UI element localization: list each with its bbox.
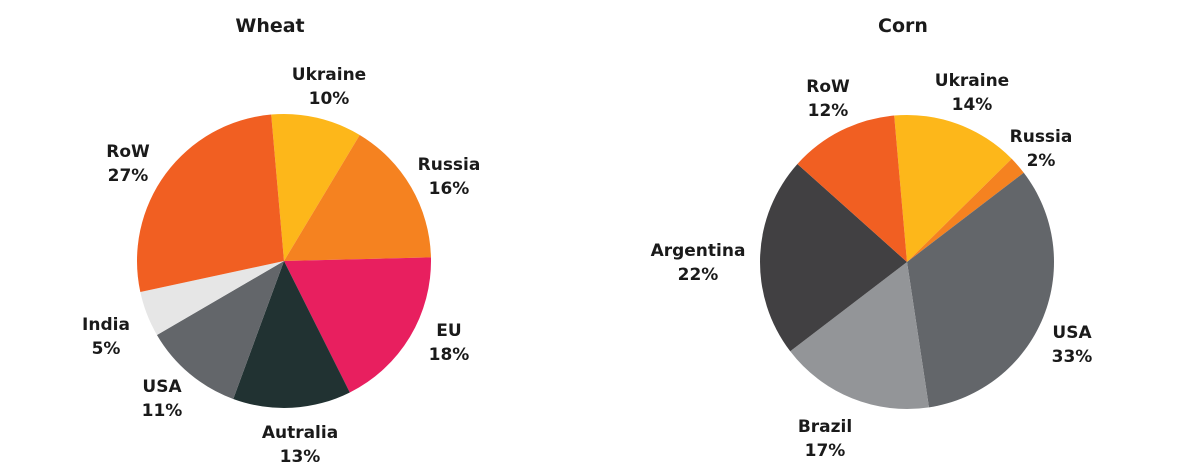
wheat-slice-eu [284,257,432,393]
corn-label-name-row: RoW [806,77,850,97]
corn-label-name-russia: Russia [1010,127,1073,147]
wheat-label-name-india: India [82,315,130,335]
corn-label-name-brazil: Brazil [798,417,852,437]
wheat-slice-india [140,261,284,335]
wheat-label-russia: Russia 16% [418,155,481,199]
corn-label-row: RoW 12% [806,77,850,121]
wheat-label-name-ukraine: Ukraine [292,65,366,85]
corn-label-ukraine: Ukraine 14% [935,71,1009,115]
wheat-slice-russia [284,135,431,261]
wheat-label-name-usa: USA [142,377,182,397]
wheat-label-percent-autralia: 13% [280,447,321,467]
wheat-label-name-russia: Russia [418,155,481,175]
wheat-label-row: RoW 27% [106,142,150,186]
wheat-label-name-autralia: Autralia [262,423,338,443]
wheat-pie-chart: Wheat Ukraine 10% Russia 16% EU 18% Autralia 13… [82,15,480,467]
corn-label-percent-ukraine: 14% [952,95,993,115]
corn-slice-ukraine [894,115,1012,262]
corn-slice-brazil [790,262,929,410]
corn-slice-row [797,115,907,262]
corn-label-brazil: Brazil 17% [798,417,852,461]
corn-label-usa: USA 33% [1052,323,1093,367]
corn-label-percent-usa: 33% [1052,347,1093,367]
wheat-label-percent-eu: 18% [429,345,470,365]
wheat-chart-title: Wheat [235,15,304,37]
corn-label-percent-row: 12% [808,101,849,121]
wheat-label-india: India 5% [82,315,130,359]
corn-label-percent-brazil: 17% [805,441,846,461]
wheat-label-percent-india: 5% [92,339,121,359]
wheat-slice-ukraine [271,114,360,261]
corn-label-name-usa: USA [1052,323,1092,343]
corn-pie-chart: Corn Ukraine 14% Russia 2% USA 33% Brazil 17% Ar… [651,15,1093,461]
wheat-label-percent-russia: 16% [429,179,470,199]
corn-label-name-argentina: Argentina [651,241,746,261]
corn-chart-title: Corn [878,15,928,37]
corn-slice-argentina [760,164,907,352]
wheat-label-usa: USA 11% [142,377,183,421]
corn-slice-russia [907,158,1024,262]
corn-label-argentina: Argentina 22% [651,241,746,285]
wheat-label-percent-row: 27% [108,166,149,186]
corn-slice-usa [907,172,1054,408]
corn-label-russia: Russia 2% [1010,127,1073,171]
wheat-label-name-row: RoW [106,142,150,162]
corn-label-percent-russia: 2% [1027,151,1056,171]
wheat-slice-autralia [233,261,350,409]
wheat-label-percent-ukraine: 10% [309,89,350,109]
wheat-label-autralia: Autralia 13% [262,423,338,467]
corn-label-name-ukraine: Ukraine [935,71,1009,91]
wheat-slice-row [137,114,284,293]
wheat-slice-usa [156,261,284,399]
wheat-label-name-eu: EU [436,321,461,341]
wheat-label-percent-usa: 11% [142,401,183,421]
wheat-label-eu: EU 18% [429,321,470,365]
wheat-label-ukraine: Ukraine 10% [292,65,366,109]
corn-label-percent-argentina: 22% [678,265,719,285]
